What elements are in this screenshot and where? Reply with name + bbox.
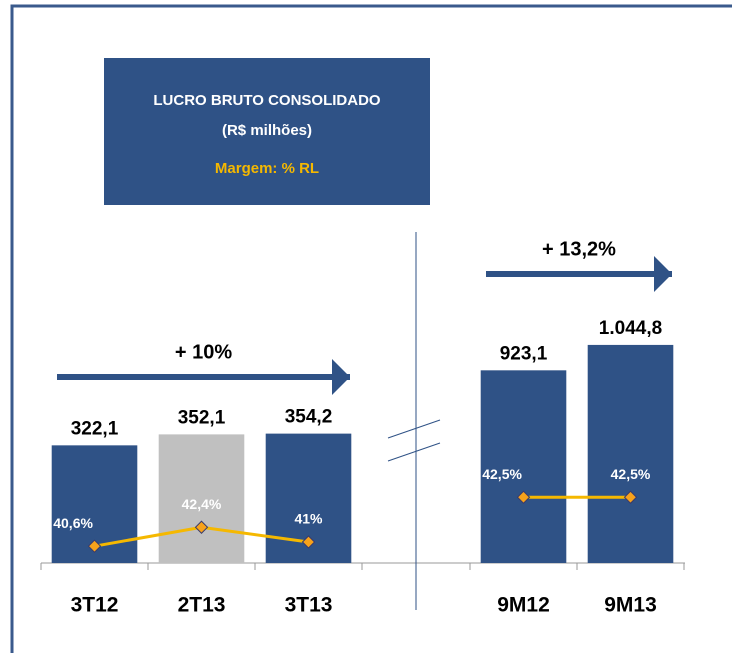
axis-break xyxy=(387,419,441,439)
growth-label: + 10% xyxy=(175,341,232,363)
margin-label: 42,4% xyxy=(182,496,222,512)
value-label: 1.044,8 xyxy=(599,318,662,339)
growth-label: + 13,2% xyxy=(542,238,616,260)
title: LUCRO BRUTO CONSOLIDADO xyxy=(153,92,381,109)
bar xyxy=(587,344,674,563)
margin-label: 42,5% xyxy=(611,466,651,482)
bar xyxy=(158,434,245,563)
value-label: 322,1 xyxy=(71,418,119,439)
subtitle: (R$ milhões) xyxy=(222,122,312,139)
margin-marker xyxy=(516,490,531,504)
x-tick-label: 3T12 xyxy=(71,594,119,617)
margin-label: 42,5% xyxy=(482,466,522,482)
x-tick-label: 9M12 xyxy=(497,594,550,617)
header-box xyxy=(104,58,430,205)
margin-marker xyxy=(301,535,316,549)
margin-marker xyxy=(194,520,209,534)
margin-marker xyxy=(87,539,102,553)
value-label: 354,2 xyxy=(285,407,333,428)
x-tick-label: 2T13 xyxy=(178,594,226,617)
value-label: 352,1 xyxy=(178,407,226,428)
margin-label: 41% xyxy=(294,511,323,527)
x-tick-label: 3T13 xyxy=(285,594,333,617)
bar xyxy=(480,370,567,563)
axis-break xyxy=(387,442,441,462)
margin-label: 40,6% xyxy=(53,515,93,531)
value-label: 923,1 xyxy=(500,343,548,364)
frame xyxy=(10,4,732,653)
legend: Margem: % RL xyxy=(215,160,319,177)
x-tick-label: 9M13 xyxy=(604,594,657,617)
margin-marker xyxy=(623,490,638,504)
